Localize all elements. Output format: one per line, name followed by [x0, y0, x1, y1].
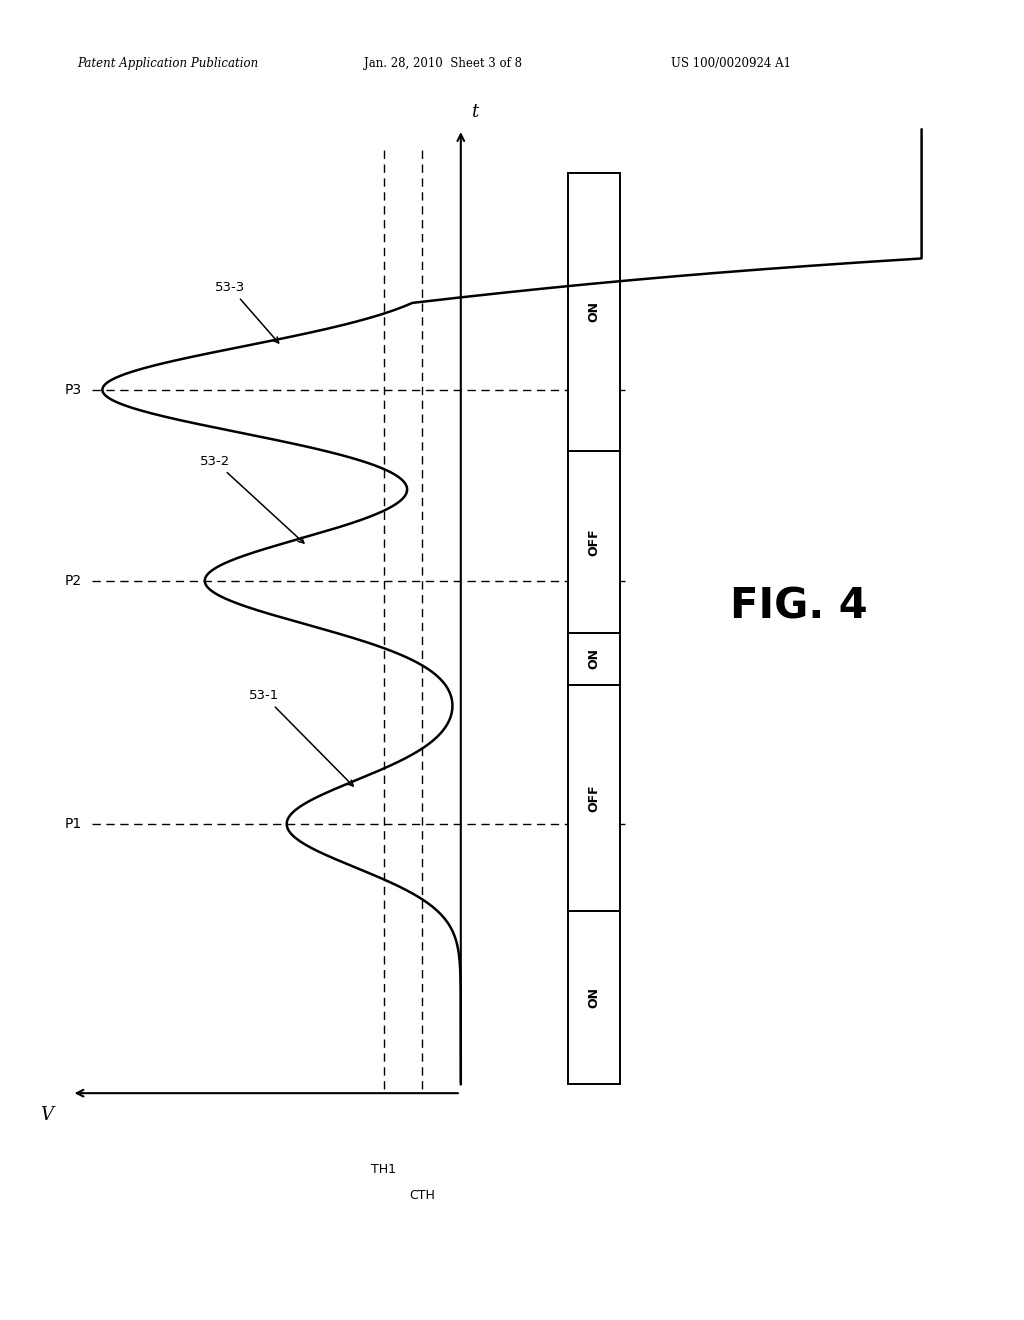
Text: P1: P1 [65, 817, 82, 832]
Bar [568, 450, 620, 632]
Bar [568, 173, 620, 450]
Text: FIG. 4: FIG. 4 [730, 586, 867, 628]
Text: 53-1: 53-1 [249, 689, 353, 785]
Text: ON: ON [588, 301, 600, 322]
Bar [568, 685, 620, 911]
Text: TH1: TH1 [372, 1163, 396, 1176]
Text: 53-2: 53-2 [200, 455, 304, 543]
Text: US 100/0020924 A1: US 100/0020924 A1 [671, 57, 791, 70]
Text: OFF: OFF [588, 528, 600, 556]
Text: V: V [40, 1106, 52, 1125]
Text: Jan. 28, 2010  Sheet 3 of 8: Jan. 28, 2010 Sheet 3 of 8 [364, 57, 521, 70]
Text: CTH: CTH [409, 1189, 435, 1201]
Text: 53-3: 53-3 [215, 281, 279, 343]
Text: OFF: OFF [588, 784, 600, 812]
Bar [568, 632, 620, 685]
Bar [568, 911, 620, 1085]
Text: Patent Application Publication: Patent Application Publication [77, 57, 258, 70]
Text: P3: P3 [65, 383, 82, 397]
Text: ON: ON [588, 648, 600, 669]
Text: t: t [471, 103, 478, 120]
Text: ON: ON [588, 987, 600, 1008]
Text: P2: P2 [65, 574, 82, 587]
